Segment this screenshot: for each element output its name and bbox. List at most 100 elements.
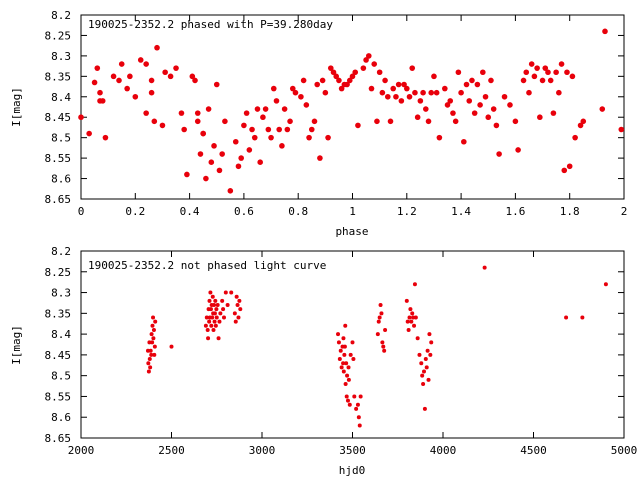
phased-data-point <box>167 73 174 80</box>
phased-data-point <box>558 61 565 67</box>
light-curve-data-point <box>356 415 361 420</box>
phased-data-point <box>542 65 549 71</box>
phased-data-point <box>488 77 494 84</box>
light-curve-data-point <box>422 406 427 411</box>
phased-data-point <box>289 85 296 92</box>
light-curve-plot-xlabel: hjd0 <box>339 464 366 477</box>
light-curve-data-point <box>339 365 344 370</box>
phased-data-point <box>553 69 559 76</box>
phased-y-tick-label: 8.65 <box>45 193 72 206</box>
phased-x-tick-label: 0.2 <box>125 205 145 218</box>
light-curve-data-point <box>341 336 346 341</box>
light-curve-data-point <box>378 303 383 308</box>
light-curve-data-point <box>412 323 417 328</box>
light-curve-data-point <box>216 336 221 341</box>
phased-data-point <box>458 89 464 96</box>
light-curve-data-point <box>207 298 212 303</box>
light-curve-data-point <box>346 377 351 382</box>
phased-plot-xlabel: phase <box>335 225 368 238</box>
phased-data-point <box>181 126 187 133</box>
phased-data-point <box>159 122 166 129</box>
light-curve-data-point <box>357 423 362 428</box>
phased-data-point <box>376 69 383 76</box>
phased-data-point <box>276 126 282 133</box>
light-curve-y-tick-label: 8.65 <box>45 432 72 445</box>
phased-data-point <box>599 106 606 112</box>
light-curve-data-point <box>236 315 241 320</box>
phased-data-point <box>501 93 508 100</box>
phased-data-point <box>173 65 179 71</box>
phased-data-point <box>452 118 459 125</box>
phased-plot-frame <box>80 14 625 200</box>
phased-data-point <box>194 110 201 116</box>
light-curve-data-point <box>215 303 220 308</box>
phased-data-point <box>241 122 247 129</box>
light-curve-data-point <box>380 340 385 345</box>
phased-data-point <box>512 118 519 125</box>
light-curve-data-point <box>377 315 382 320</box>
phased-data-point <box>404 85 410 92</box>
phased-data-point <box>327 65 334 71</box>
light-curve-data-point <box>346 365 351 370</box>
light-curve-y-tick-label: 8.3 <box>51 287 71 300</box>
light-curve-data-point <box>419 361 424 366</box>
light-curve-data-point <box>150 340 155 345</box>
phased-data-point <box>118 61 125 67</box>
phased-data-point <box>243 110 250 116</box>
light-curve-data-point <box>213 323 218 328</box>
phased-data-point <box>469 77 475 84</box>
phased-data-point <box>444 102 451 108</box>
phased-data-point <box>393 93 399 100</box>
phased-data-point <box>531 73 538 80</box>
light-curve-data-point <box>564 315 569 320</box>
light-curve-y-tick-label: 8.4 <box>51 328 71 341</box>
phased-data-point <box>203 175 209 182</box>
phased-data-point <box>254 106 261 112</box>
phased-data-point <box>178 110 185 116</box>
light-curve-data-point <box>149 352 154 357</box>
phased-x-tick-label: 0 <box>78 205 85 218</box>
light-curve-y-tick-label: 8.55 <box>45 390 72 403</box>
light-curve-data-point <box>375 332 380 337</box>
phased-data-point <box>493 122 500 129</box>
light-curve-data-point <box>204 315 209 320</box>
phased-data-point <box>262 106 269 112</box>
light-curve-data-point <box>342 352 347 357</box>
light-curve-data-point <box>212 311 217 316</box>
light-curve-data-point <box>232 311 237 316</box>
phased-data-point <box>235 163 242 170</box>
phased-x-tick-label: 1.6 <box>505 205 525 218</box>
light-curve-data-point <box>148 365 153 370</box>
light-curve-data-point <box>214 307 219 312</box>
phased-data-point <box>162 69 168 76</box>
phased-data-point <box>387 118 394 125</box>
phased-y-tick-label: 8.45 <box>45 111 72 124</box>
light-curve-data-point <box>407 315 412 320</box>
phased-data-point <box>208 159 215 165</box>
phased-data-point <box>189 73 196 80</box>
phased-data-point <box>268 134 274 141</box>
phased-data-point <box>238 155 244 161</box>
phased-y-tick-label: 8.2 <box>51 9 71 22</box>
light-curve-data-point <box>207 319 212 324</box>
light-curve-x-tick-label: 3500 <box>339 444 366 457</box>
light-curve-plot-ylabel: I[mag] <box>10 325 23 365</box>
light-curve-y-tick-label: 8.35 <box>45 307 72 320</box>
light-curve-data-point <box>146 361 151 366</box>
light-curve-data-point <box>152 352 157 357</box>
phased-data-point <box>249 126 255 133</box>
phased-data-point <box>390 85 397 92</box>
phased-data-point <box>143 61 149 67</box>
light-curve-data-point <box>209 323 214 328</box>
phased-data-point <box>311 118 318 125</box>
light-curve-data-point <box>205 327 210 332</box>
light-curve-data-point <box>355 402 360 407</box>
phased-data-point <box>338 85 345 92</box>
phased-data-point <box>384 93 391 100</box>
light-curve-data-point <box>225 303 230 308</box>
light-curve-data-point <box>406 327 411 332</box>
phased-data-point <box>151 118 158 125</box>
light-curve-data-point <box>233 319 238 324</box>
phased-data-point <box>379 89 386 96</box>
phased-data-point <box>281 106 288 112</box>
